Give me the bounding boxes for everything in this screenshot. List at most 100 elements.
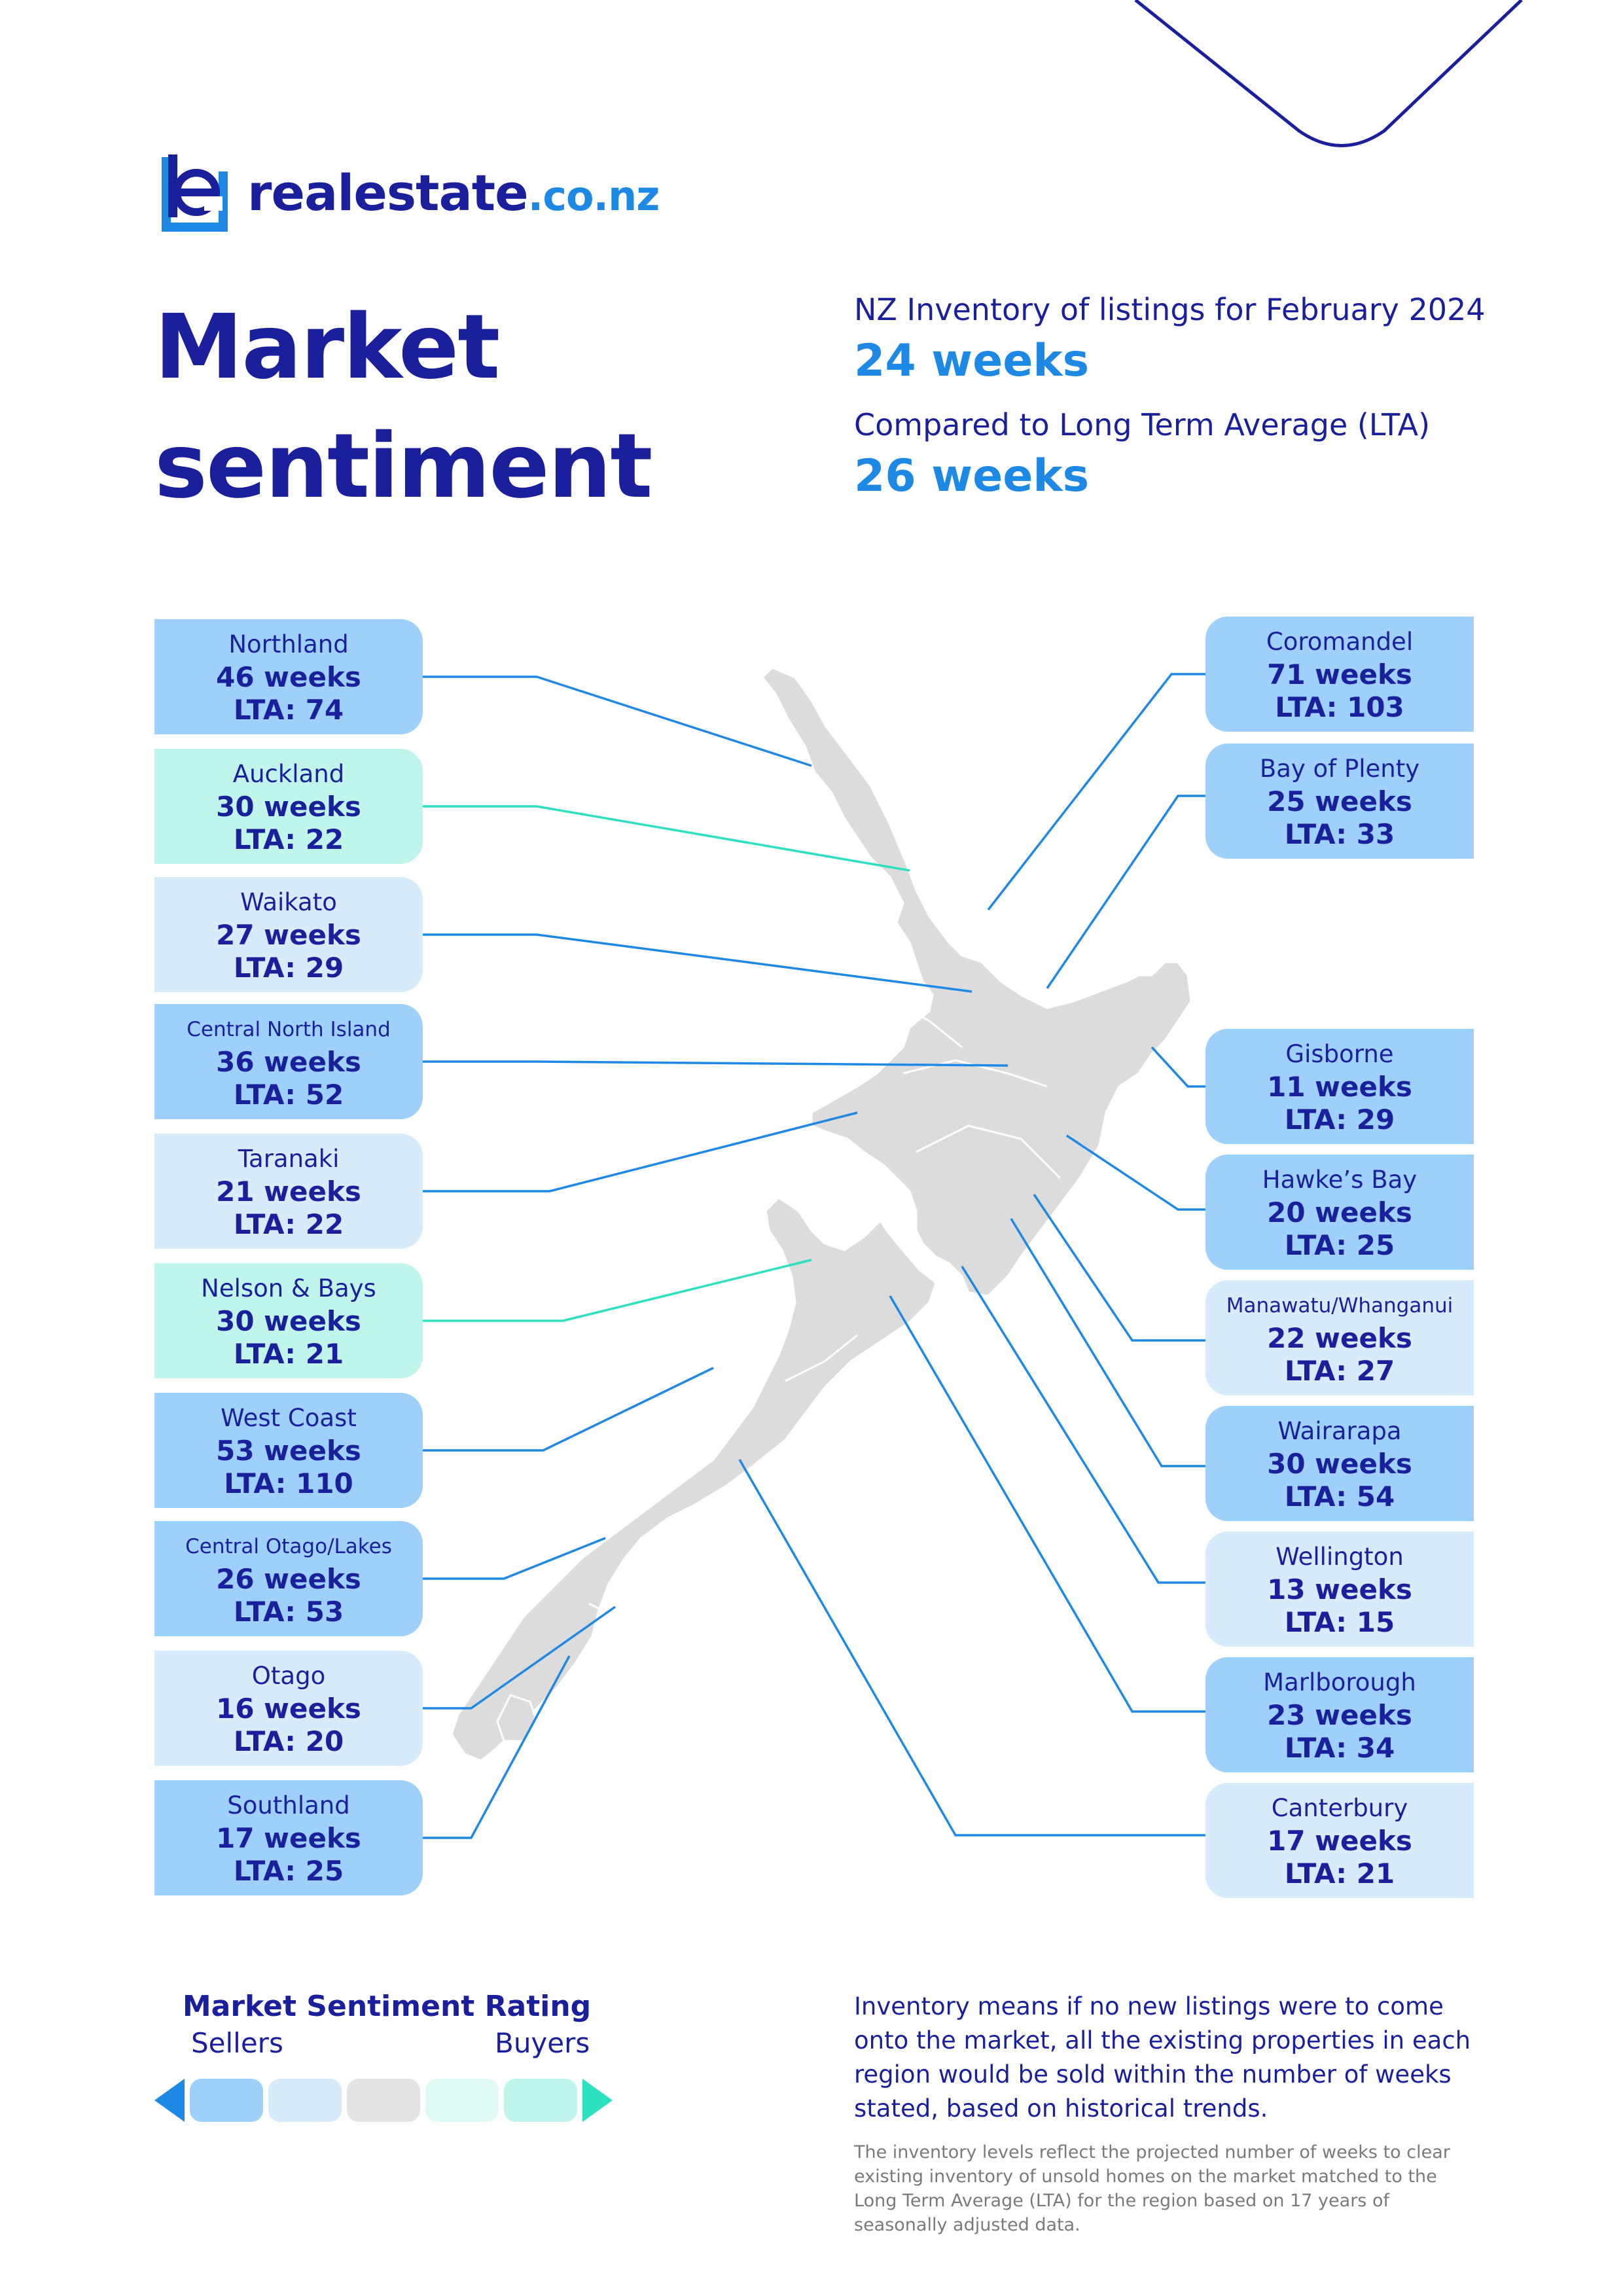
region-lta: LTA: 21 xyxy=(233,1338,344,1370)
connector-bay-of-plenty xyxy=(1046,795,1205,989)
title-line-2: sentiment xyxy=(154,415,652,518)
connector-waikato xyxy=(423,933,972,993)
region-weeks: 30 weeks xyxy=(1267,1448,1412,1480)
region-weeks: 27 weeks xyxy=(216,919,361,951)
region-lta: LTA: 74 xyxy=(233,694,344,726)
connector-canterbury xyxy=(738,1459,1205,1837)
region-card-manawatu-whanganui: Manawatu/Whanganui 22 weeks LTA: 27 xyxy=(1205,1280,1474,1395)
region-card-hawkes-bay: Hawke’s Bay 20 weeks LTA: 25 xyxy=(1205,1155,1474,1270)
connector-marlborough xyxy=(889,1295,1205,1713)
region-lta: LTA: 25 xyxy=(233,1855,344,1887)
north-island-shape xyxy=(761,666,1192,1297)
region-name: Southland xyxy=(227,1791,350,1820)
region-card-southland: Southland 17 weeks LTA: 25 xyxy=(154,1780,423,1895)
region-lta: LTA: 15 xyxy=(1284,1606,1395,1638)
region-name: Central North Island xyxy=(187,1018,391,1041)
scale-segment-3 xyxy=(347,2079,420,2122)
region-name: Wairarapa xyxy=(1277,1417,1402,1445)
rating-labels: Sellers Buyers xyxy=(154,2023,639,2066)
buyers-label: Buyers xyxy=(495,2027,590,2059)
region-name: Marlborough xyxy=(1263,1668,1416,1696)
connector-manawatu-whanganui xyxy=(1033,1194,1205,1342)
region-lta: LTA: 29 xyxy=(233,952,344,984)
region-name: Manawatu/Whanganui xyxy=(1226,1294,1454,1318)
region-name: Gisborne xyxy=(1285,1040,1394,1068)
region-lta: LTA: 52 xyxy=(233,1079,344,1111)
title-line-1: Market xyxy=(154,296,500,399)
region-weeks: 22 weeks xyxy=(1267,1322,1412,1354)
region-weeks: 17 weeks xyxy=(216,1822,361,1854)
region-lta: LTA: 29 xyxy=(1284,1103,1395,1136)
connector-wellington xyxy=(961,1266,1205,1584)
region-weeks: 36 weeks xyxy=(216,1046,361,1078)
region-weeks: 30 weeks xyxy=(216,791,361,823)
rating-scale xyxy=(154,2079,613,2122)
market-sentiment-rating: Market Sentiment Rating Sellers Buyers xyxy=(154,1990,639,2122)
region-weeks: 25 weeks xyxy=(1267,785,1412,817)
region-card-marlborough: Marlborough 23 weeks LTA: 34 xyxy=(1205,1657,1474,1772)
lta-value: 26 weeks xyxy=(854,450,1090,502)
region-lta: LTA: 21 xyxy=(1284,1857,1395,1890)
region-name: Auckland xyxy=(232,760,345,788)
region-weeks: 23 weeks xyxy=(1267,1699,1412,1731)
logo-mark-icon xyxy=(154,152,233,234)
lta-label: Compared to Long Term Average (LTA) xyxy=(854,407,1431,442)
region-name: Taranaki xyxy=(238,1145,340,1173)
region-card-central-otago-lakes: Central Otago/Lakes 26 weeks LTA: 53 xyxy=(154,1521,423,1636)
footnote-small: The inventory levels reflect the project… xyxy=(854,2142,1450,2235)
footnote: Inventory means if no new listings were … xyxy=(854,1990,1482,2237)
arrow-left-icon xyxy=(154,2079,185,2122)
region-card-wellington: Wellington 13 weeks LTA: 15 xyxy=(1205,1532,1474,1647)
region-lta: LTA: 54 xyxy=(1284,1480,1395,1513)
region-lta: LTA: 22 xyxy=(233,823,344,855)
region-name: Canterbury xyxy=(1271,1794,1408,1822)
region-lta: LTA: 53 xyxy=(233,1596,344,1628)
region-name: Otago xyxy=(251,1662,326,1690)
connector-northland xyxy=(423,675,812,767)
region-card-canterbury: Canterbury 17 weeks LTA: 21 xyxy=(1205,1783,1474,1898)
region-card-waikato: Waikato 27 weeks LTA: 29 xyxy=(154,877,423,992)
region-lta: LTA: 103 xyxy=(1275,691,1404,723)
region-lta: LTA: 110 xyxy=(224,1467,353,1499)
region-card-bay-of-plenty: Bay of Plenty 25 weeks LTA: 33 xyxy=(1205,744,1474,859)
inventory-label: NZ Inventory of listings for February 20… xyxy=(854,292,1486,327)
connector-west-coast xyxy=(423,1367,714,1452)
region-weeks: 30 weeks xyxy=(216,1305,361,1337)
connector-hawkes-bay xyxy=(1066,1134,1205,1211)
connector-coromandel xyxy=(987,673,1205,911)
region-name: West Coast xyxy=(221,1404,357,1432)
connector-auckland xyxy=(423,805,910,872)
region-weeks: 71 weeks xyxy=(1267,658,1412,691)
scale-segment-1 xyxy=(190,2079,263,2122)
region-lta: LTA: 22 xyxy=(233,1208,344,1240)
region-weeks: 53 weeks xyxy=(216,1435,361,1467)
region-weeks: 46 weeks xyxy=(216,661,361,693)
connector-southland xyxy=(423,1655,571,1839)
region-name: Northland xyxy=(228,630,349,658)
region-card-central-north-island: Central North Island 36 weeks LTA: 52 xyxy=(154,1004,423,1119)
region-card-wairarapa: Wairarapa 30 weeks LTA: 54 xyxy=(1205,1406,1474,1521)
region-card-northland: Northland 46 weeks LTA: 74 xyxy=(154,619,423,734)
scale-segment-5 xyxy=(504,2079,577,2122)
region-card-gisborne: Gisborne 11 weeks LTA: 29 xyxy=(1205,1029,1474,1144)
connector-taranaki xyxy=(423,1111,858,1193)
region-weeks: 11 weeks xyxy=(1267,1071,1412,1103)
sellers-label: Sellers xyxy=(191,2027,283,2059)
region-weeks: 17 weeks xyxy=(1267,1825,1412,1857)
logo-domain: .co.nz xyxy=(527,172,660,220)
region-weeks: 21 weeks xyxy=(216,1175,361,1208)
region-name: Coromandel xyxy=(1266,628,1414,656)
footnote-main: Inventory means if no new listings were … xyxy=(854,1992,1471,2123)
connector-nelson-bays xyxy=(423,1259,812,1322)
region-name: Central Otago/Lakes xyxy=(185,1535,392,1558)
connector-central-north-island xyxy=(423,1060,1008,1067)
national-summary: NZ Inventory of listings for February 20… xyxy=(854,288,1486,518)
region-card-nelson-bays: Nelson & Bays 30 weeks LTA: 21 xyxy=(154,1263,423,1378)
logo-brand-name: realestate xyxy=(247,164,529,222)
connector-wairarapa xyxy=(1010,1218,1205,1467)
rating-title: Market Sentiment Rating xyxy=(182,1990,592,2023)
realestate-logo[interactable]: realestate.co.nz xyxy=(154,152,660,234)
inventory-value: 24 weeks xyxy=(854,335,1090,387)
